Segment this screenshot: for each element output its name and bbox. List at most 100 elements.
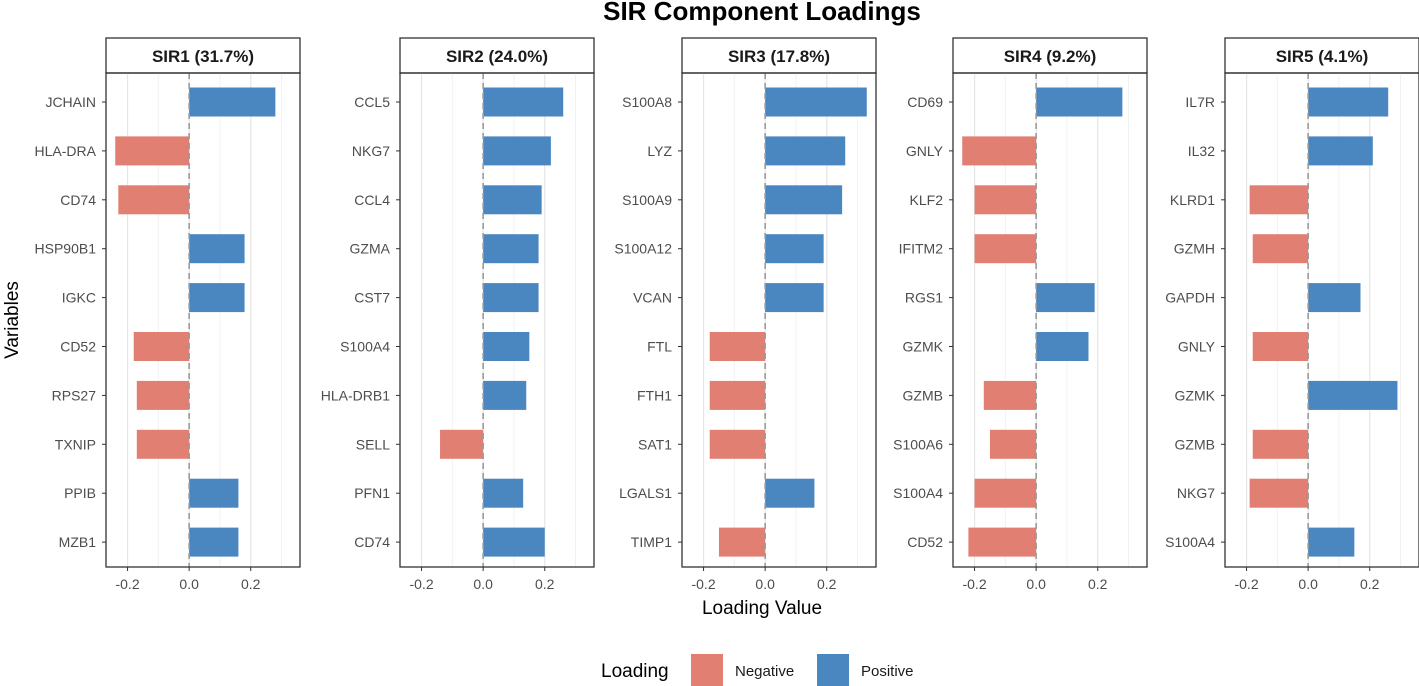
bar-cd74 <box>483 527 545 557</box>
bar-cst7 <box>483 283 539 313</box>
bar-sell <box>440 429 484 459</box>
category-label: CD52 <box>60 339 96 355</box>
category-label: FTL <box>647 339 672 355</box>
category-label: GZMK <box>903 339 944 355</box>
bar-s100a4 <box>1308 527 1355 557</box>
category-label: S100A4 <box>893 485 943 501</box>
bar-rps27 <box>136 380 190 410</box>
legend-label-positive: Positive <box>861 663 914 680</box>
category-label: GNLY <box>1178 339 1216 355</box>
panel-strip <box>681 37 877 74</box>
category-label: IL7R <box>1185 94 1215 110</box>
bar-timp1 <box>718 527 766 557</box>
category-label: IGKC <box>62 290 96 306</box>
bar-hla-dra <box>115 136 190 166</box>
legend-key-positive <box>817 654 849 686</box>
category-label: JCHAIN <box>45 94 96 110</box>
category-label: GZMB <box>1175 436 1215 452</box>
category-label: GNLY <box>906 143 944 159</box>
category-label: RPS27 <box>52 387 97 403</box>
panel-border <box>681 72 877 568</box>
panel-strip-label: SIR4 (9.2%) <box>1004 47 1097 66</box>
category-label: GAPDH <box>1165 290 1215 306</box>
bar-klrd1 <box>1249 185 1309 215</box>
x-tick-label: 0.2 <box>817 576 837 592</box>
category-label: LYZ <box>647 143 672 159</box>
category-label: NKG7 <box>352 143 390 159</box>
bar-ccl5 <box>483 87 564 117</box>
category-label: CCL4 <box>354 192 390 208</box>
category-label: GZMA <box>350 241 391 257</box>
category-label: FTH1 <box>637 387 672 403</box>
x-tick-label: 0.2 <box>1360 576 1380 592</box>
category-label: VCAN <box>633 290 672 306</box>
x-tick-label: 0.0 <box>179 576 199 592</box>
bar-hla-drb1 <box>483 380 527 410</box>
category-label: S100A4 <box>1165 534 1215 550</box>
panel-strip <box>105 37 301 74</box>
bar-ftl <box>709 332 766 361</box>
category-label: RGS1 <box>905 290 943 306</box>
bar-gapdh <box>1308 283 1361 313</box>
bar-s100a6 <box>989 429 1037 459</box>
x-tick-label: 0.2 <box>535 576 555 592</box>
panel-strip-label: SIR2 (24.0%) <box>446 47 548 66</box>
bar-s100a4 <box>483 332 530 361</box>
legend-title: Loading <box>601 661 669 682</box>
x-tick-label: -0.2 <box>115 576 139 592</box>
x-tick-label: 0.0 <box>1298 576 1318 592</box>
bar-gzmb <box>1252 429 1309 459</box>
bar-cd74 <box>118 185 190 215</box>
bar-s100a8 <box>765 87 867 117</box>
category-label: GZMH <box>1174 241 1215 257</box>
x-tick-label: -0.2 <box>1234 576 1258 592</box>
category-label: MZB1 <box>59 534 97 550</box>
category-label: CD52 <box>907 534 943 550</box>
category-label: S100A6 <box>893 436 943 452</box>
bar-gzmb <box>983 380 1037 410</box>
panel-strip <box>399 37 595 74</box>
bar-ifitm2 <box>974 234 1037 264</box>
panel-border <box>105 72 301 568</box>
category-label: CCL5 <box>354 94 390 110</box>
bar-nkg7 <box>483 136 551 166</box>
panel-1: SIR1 (31.7%) JCHAIN HLA-DRA CD74 HSP90B1 IGKC… <box>35 37 301 592</box>
category-label: HLA-DRB1 <box>321 387 390 403</box>
panel-border <box>399 72 595 568</box>
bar-klf2 <box>974 185 1037 215</box>
category-label: S100A8 <box>622 94 672 110</box>
category-label: CD74 <box>60 192 96 208</box>
bar-lyz <box>765 136 846 166</box>
x-tick-label: -0.2 <box>409 576 433 592</box>
bar-lgals1 <box>765 478 815 508</box>
bar-gzmh <box>1252 234 1309 264</box>
y-axis-title: Variables <box>2 281 23 359</box>
panel-strip-label: SIR5 (4.1%) <box>1276 47 1369 66</box>
category-label: LGALS1 <box>619 485 672 501</box>
panel-strip-label: SIR1 (31.7%) <box>152 47 254 66</box>
category-label: CD69 <box>907 94 943 110</box>
legend-key-negative <box>691 654 723 686</box>
category-label: SAT1 <box>638 436 672 452</box>
bar-cd69 <box>1036 87 1123 117</box>
bar-gzma <box>483 234 539 264</box>
bar-txnip <box>136 429 190 459</box>
bar-s100a4 <box>974 478 1037 508</box>
bar-nkg7 <box>1249 478 1309 508</box>
x-tick-label: 0.0 <box>473 576 493 592</box>
bar-gnly <box>1252 332 1309 361</box>
legend-label-negative: Negative <box>735 663 794 680</box>
bar-s100a12 <box>765 234 824 264</box>
category-label: S100A12 <box>614 241 672 257</box>
category-label: KLF2 <box>910 192 944 208</box>
category-label: IL32 <box>1188 143 1215 159</box>
bar-gzmk <box>1308 380 1398 410</box>
panel-4: SIR4 (9.2%) CD69 GNLY KLF2 IFITM2 RGS1 GZMK GZM… <box>893 37 1148 592</box>
bar-rgs1 <box>1036 283 1095 313</box>
bar-vcan <box>765 283 824 313</box>
bar-hsp90b1 <box>189 234 245 264</box>
x-tick-label: 0.0 <box>1026 576 1046 592</box>
category-label: S100A9 <box>622 192 672 208</box>
bar-ccl4 <box>483 185 542 215</box>
